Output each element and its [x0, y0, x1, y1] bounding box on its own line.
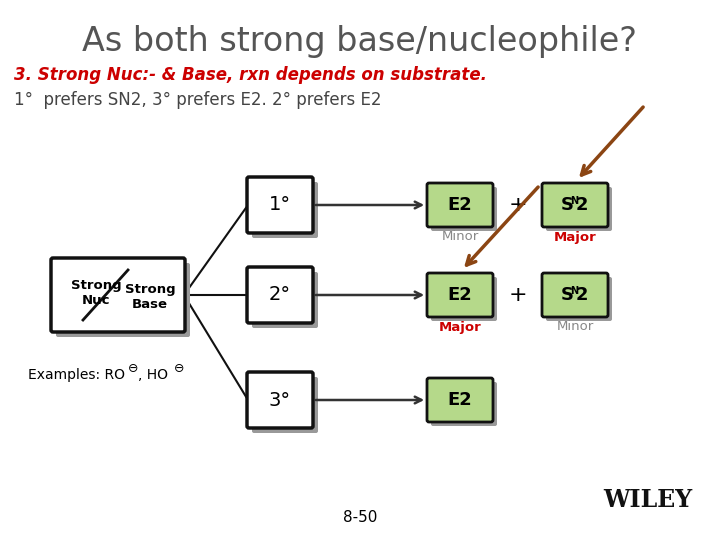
Text: Major: Major [554, 231, 596, 244]
Text: Minor: Minor [557, 321, 593, 334]
Text: Strong
Nuc: Strong Nuc [71, 279, 121, 307]
Text: E2: E2 [448, 196, 472, 214]
Text: 2: 2 [576, 286, 588, 304]
FancyBboxPatch shape [427, 183, 493, 227]
Text: Examples: RO: Examples: RO [28, 368, 125, 382]
FancyBboxPatch shape [427, 378, 493, 422]
FancyBboxPatch shape [252, 272, 318, 328]
FancyBboxPatch shape [542, 273, 608, 317]
Text: Minor: Minor [441, 231, 479, 244]
Text: As both strong base/nucleophile?: As both strong base/nucleophile? [83, 25, 637, 58]
Text: 2: 2 [576, 196, 588, 214]
Text: N: N [570, 286, 578, 296]
Text: 2°: 2° [269, 286, 291, 305]
Text: E2: E2 [448, 391, 472, 409]
Text: 1°: 1° [269, 195, 291, 214]
FancyBboxPatch shape [247, 267, 313, 323]
FancyBboxPatch shape [427, 273, 493, 317]
Text: Major: Major [438, 321, 482, 334]
FancyBboxPatch shape [56, 263, 190, 337]
Text: ⊖: ⊖ [128, 361, 138, 375]
Text: S: S [560, 286, 574, 304]
FancyBboxPatch shape [431, 277, 497, 321]
Text: , HO: , HO [138, 368, 168, 382]
FancyBboxPatch shape [431, 382, 497, 426]
FancyBboxPatch shape [247, 177, 313, 233]
Text: ⊖: ⊖ [174, 361, 184, 375]
Text: N: N [570, 196, 578, 206]
FancyBboxPatch shape [546, 187, 612, 231]
FancyBboxPatch shape [546, 277, 612, 321]
Text: S: S [560, 196, 574, 214]
Text: 3. Strong Nuc:- & Base, rxn depends on substrate.: 3. Strong Nuc:- & Base, rxn depends on s… [14, 66, 487, 84]
Text: 8-50: 8-50 [343, 510, 377, 525]
FancyBboxPatch shape [51, 258, 185, 332]
FancyBboxPatch shape [252, 182, 318, 238]
FancyBboxPatch shape [542, 183, 608, 227]
Text: 3°: 3° [269, 390, 291, 409]
Text: Strong
Base: Strong Base [125, 282, 175, 312]
Text: +: + [508, 285, 527, 305]
Text: WILEY: WILEY [603, 488, 693, 512]
FancyBboxPatch shape [247, 372, 313, 428]
Text: +: + [508, 195, 527, 215]
Text: E2: E2 [448, 286, 472, 304]
FancyBboxPatch shape [252, 377, 318, 433]
FancyBboxPatch shape [431, 187, 497, 231]
Text: 1°  prefers SN2, 3° prefers E2. 2° prefers E2: 1° prefers SN2, 3° prefers E2. 2° prefer… [14, 91, 382, 109]
